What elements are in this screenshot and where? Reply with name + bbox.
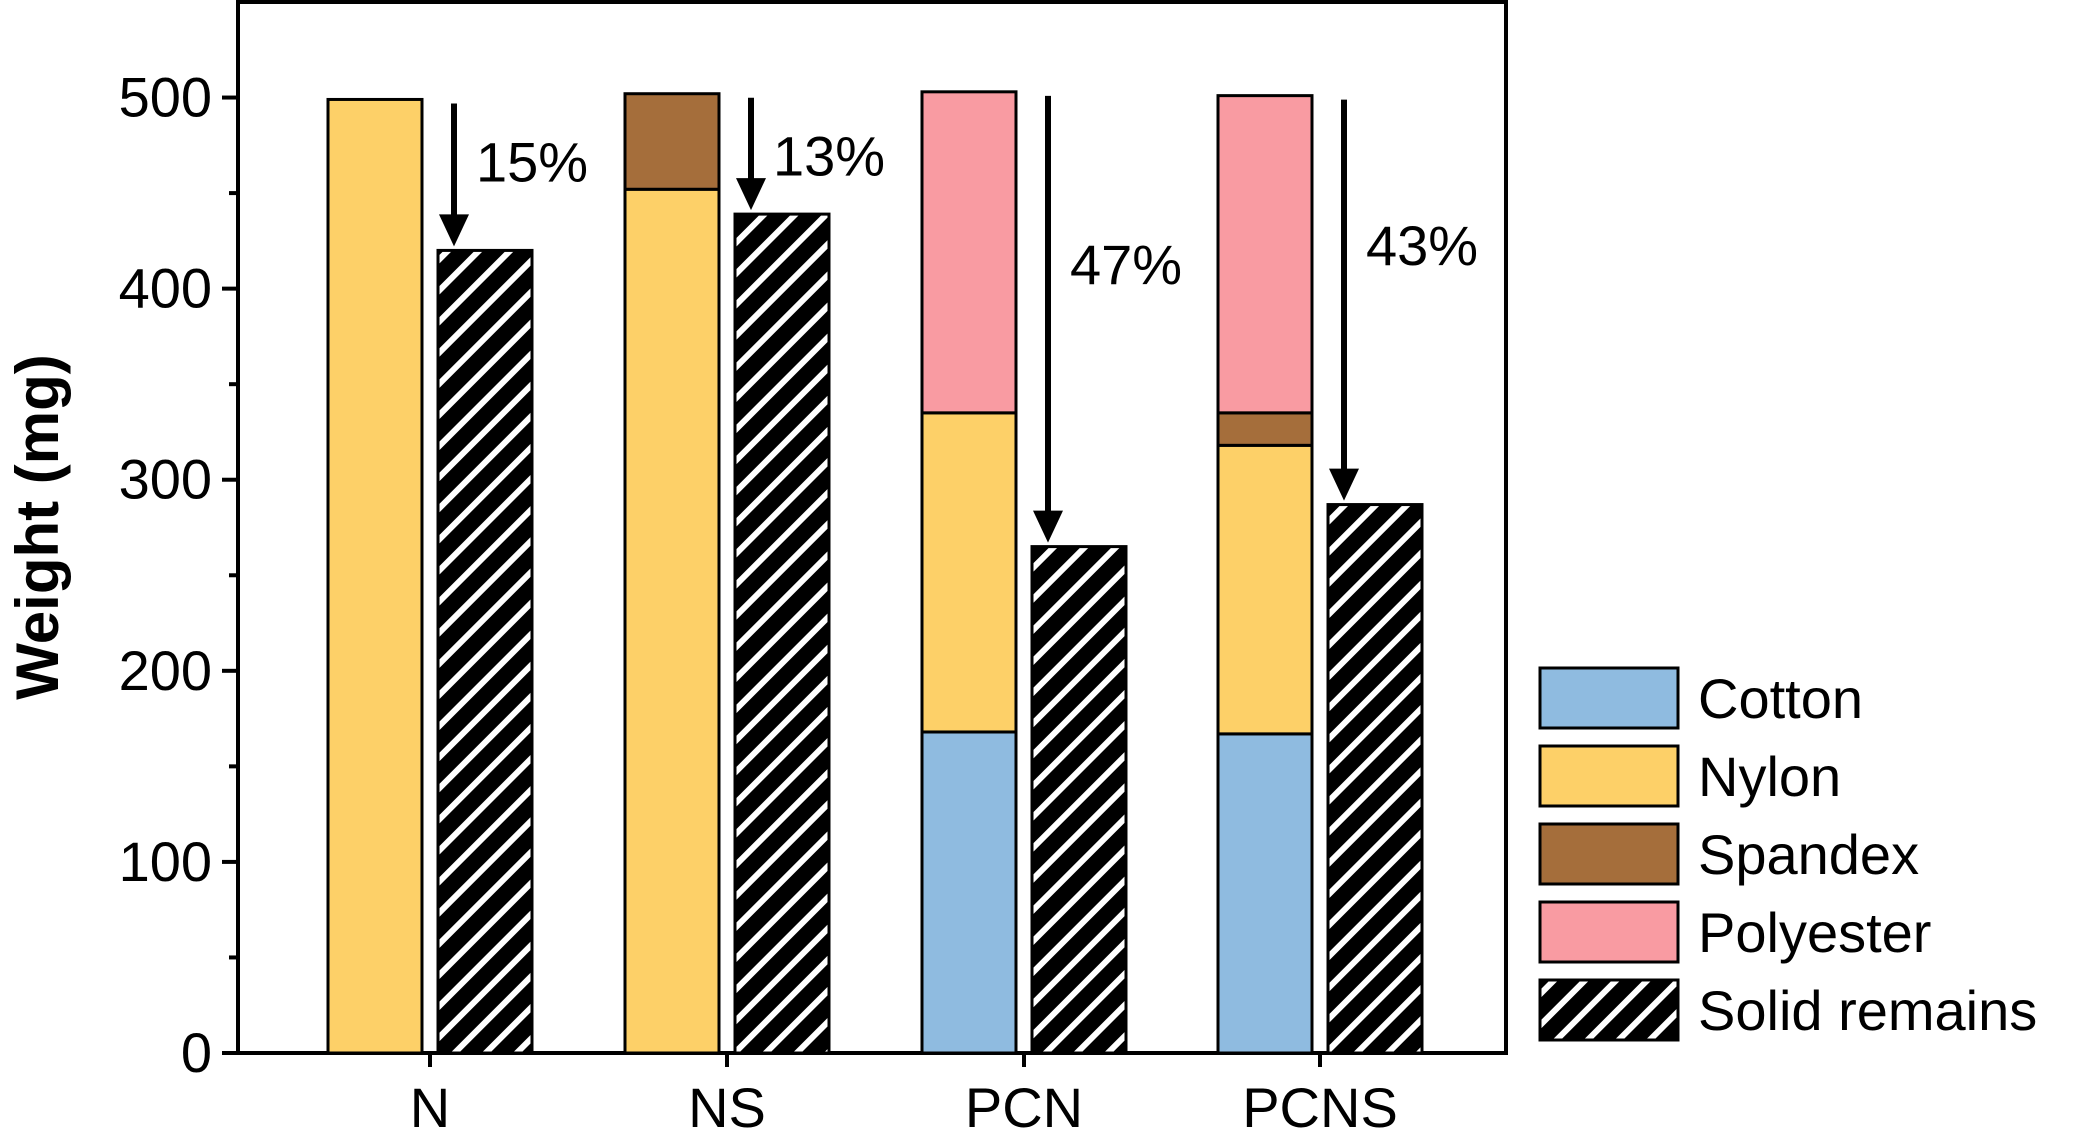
bar-cotton-pcn (920, 730, 1018, 1055)
x-tick-label-n: N (410, 1076, 450, 1139)
bar-nylon-ns (623, 187, 721, 1055)
bar-spandex-pcns (1216, 411, 1314, 447)
legend-label-solid-remains: Solid remains (1698, 979, 2037, 1042)
arrow-head-pcns (1329, 468, 1359, 501)
bar-spandex-ns (623, 92, 721, 191)
arrow-head-ns (736, 178, 766, 211)
y-tick-label-300: 300 (119, 448, 212, 511)
legend-swatch-solid-remains (1538, 978, 1680, 1042)
bar-solid-remains-pcns (1326, 503, 1424, 1055)
bar-solid-remains-ns (733, 212, 831, 1055)
legend-label-cotton: Cotton (1698, 667, 1863, 730)
x-tick-label-ns: NS (688, 1076, 766, 1139)
reduction-label-pcns: 43% (1366, 214, 1478, 277)
bar-nylon-pcn (920, 411, 1018, 734)
reduction-label-n: 15% (476, 130, 588, 193)
y-axis-label: Weight (mg) (4, 354, 71, 700)
y-tick-label-500: 500 (119, 66, 212, 129)
y-tick-label-0: 0 (181, 1021, 212, 1084)
plot-frame (236, 0, 1508, 1055)
y-tick-label-200: 200 (119, 639, 212, 702)
legend-label-nylon: Nylon (1698, 745, 1841, 808)
arrow-head-n (439, 214, 469, 247)
x-tick-label-pcns: PCNS (1242, 1076, 1398, 1139)
y-tick-label-400: 400 (119, 257, 212, 320)
bar-nylon-n (326, 97, 424, 1055)
legend-swatch-cotton (1538, 666, 1680, 730)
bar-polyester-pcns (1216, 94, 1314, 415)
legend-swatch-spandex (1538, 822, 1680, 886)
y-tick-label-100: 100 (119, 830, 212, 893)
legend-swatch-polyester (1538, 900, 1680, 964)
bar-nylon-pcns (1216, 443, 1314, 736)
legend-swatch-nylon (1538, 744, 1680, 808)
bar-cotton-pcns (1216, 732, 1314, 1055)
x-tick-label-pcn: PCN (965, 1076, 1083, 1139)
legend-label-spandex: Spandex (1698, 823, 1919, 886)
reduction-label-pcn: 47% (1070, 233, 1182, 296)
bar-polyester-pcn (920, 90, 1018, 415)
reduction-label-ns: 13% (773, 125, 885, 188)
bar-solid-remains-pcn (1030, 545, 1128, 1055)
arrow-head-pcn (1033, 510, 1063, 543)
legend-label-polyester: Polyester (1698, 901, 1931, 964)
bar-solid-remains-n (436, 248, 534, 1055)
